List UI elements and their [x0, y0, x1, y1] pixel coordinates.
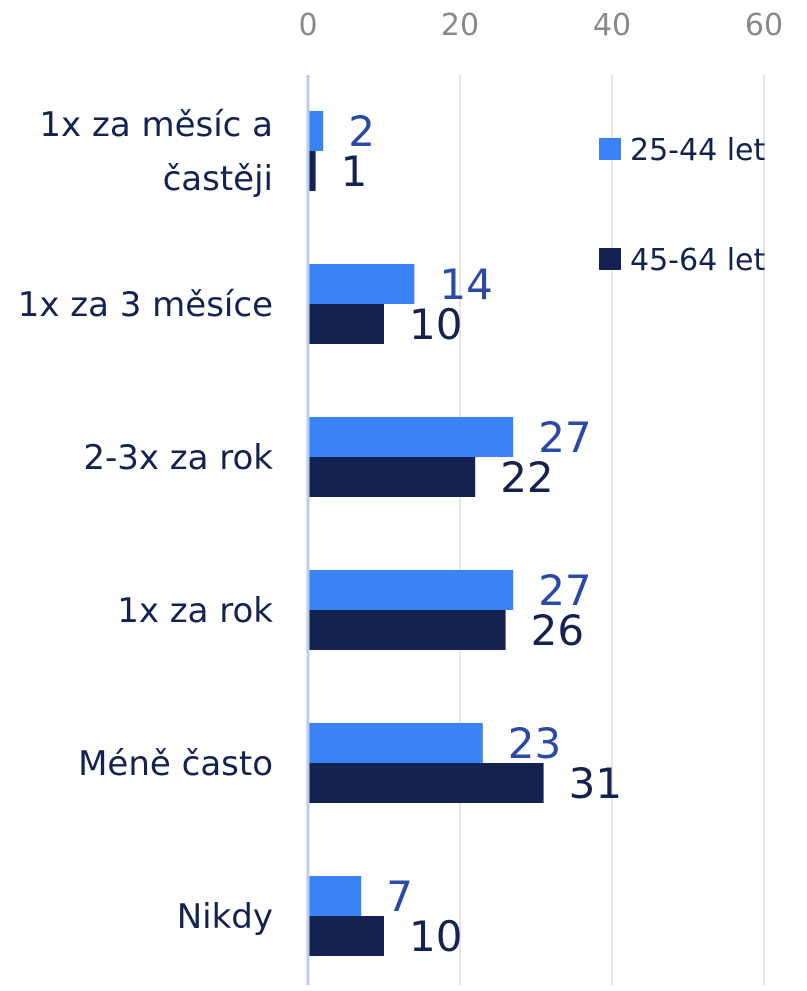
bar-series-b: [308, 457, 476, 497]
x-axis-ticks: 0 20 40 60: [298, 8, 783, 43]
bars: [308, 111, 544, 956]
bar-series-b: [308, 763, 544, 803]
bar-series-a: [308, 570, 514, 610]
category-label: 1x za měsíc a častěji: [39, 105, 273, 199]
gridlines: [459, 75, 765, 985]
category-label: Méně často: [78, 744, 273, 784]
x-tick-label-60: 60: [745, 8, 783, 43]
bar-series-a: [308, 723, 483, 763]
data-label: 23: [508, 719, 561, 768]
bar-series-a: [308, 111, 324, 151]
category-label: 2-3x za rok: [83, 438, 273, 478]
legend-label: 45-64 let: [630, 243, 766, 278]
category-label-line: častěji: [163, 159, 273, 199]
category-label-line: 1x za měsíc a: [39, 105, 273, 145]
bar-series-a: [308, 876, 362, 916]
x-tick-label-0: 0: [298, 8, 317, 43]
legend-label: 25-44 let: [630, 133, 766, 168]
bar-series-a: [308, 417, 514, 457]
legend: 25-44 let 45-64 let: [599, 133, 766, 278]
data-label: 2: [348, 107, 375, 156]
data-label: 7: [386, 872, 413, 921]
x-tick-label-20: 20: [441, 8, 479, 43]
category-labels: 1x za měsíc a častěji 1x za 3 měsíce 2-3x z…: [18, 105, 274, 937]
data-label: 31: [569, 759, 622, 808]
data-label: 14: [439, 260, 492, 309]
bar-series-a: [308, 264, 415, 304]
data-label: 27: [538, 413, 591, 462]
category-label: 1x za rok: [117, 591, 273, 631]
bar-series-b: [308, 610, 506, 650]
bar-series-b: [308, 151, 316, 191]
data-label: 27: [538, 566, 591, 615]
x-tick-label-40: 40: [593, 8, 631, 43]
data-label: 10: [409, 300, 462, 349]
legend-swatch: [599, 248, 621, 270]
data-label: 26: [531, 606, 584, 655]
legend-swatch: [599, 138, 621, 160]
data-label: 10: [409, 912, 462, 961]
category-label: 1x za 3 měsíce: [18, 285, 273, 325]
bar-series-b: [308, 304, 384, 344]
data-label: 1: [341, 147, 368, 196]
category-label: Nikdy: [177, 897, 273, 937]
data-label: 22: [500, 453, 553, 502]
bar-series-b: [308, 916, 384, 956]
